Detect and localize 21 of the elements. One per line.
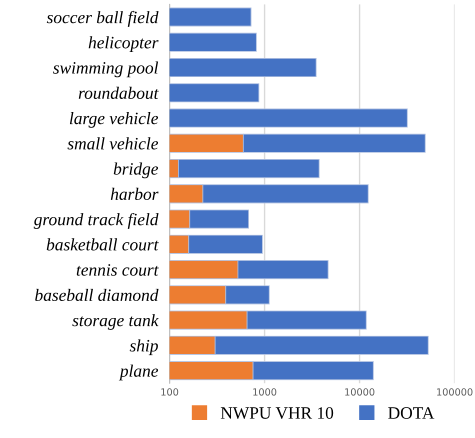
y-tick-label: ground track field bbox=[34, 212, 159, 229]
x-tick-label: 100 bbox=[161, 388, 178, 396]
y-tick-label: soccer ball field bbox=[46, 10, 159, 27]
y-tick-label: storage tank bbox=[72, 314, 159, 330]
legend-label: DOTA bbox=[388, 407, 434, 419]
y-tick-label: large vehicle bbox=[70, 112, 158, 128]
y-tick-label: plane bbox=[118, 364, 158, 380]
y-tick-label: basketball court bbox=[46, 238, 159, 251]
y-tick-label: roundabout bbox=[78, 86, 159, 100]
x-tick-label: 100000 bbox=[437, 388, 472, 396]
legend-label: NWPU VHR 10 bbox=[220, 407, 334, 419]
y-tick-label: tennis court bbox=[76, 264, 159, 276]
y-tick-label: small vehicle bbox=[68, 137, 158, 150]
x-tick-label: 1000 bbox=[253, 388, 276, 396]
y-tick-label: helicopter bbox=[88, 36, 159, 52]
y-tick-label: ship bbox=[130, 339, 158, 356]
y-tick-label: baseball diamond bbox=[35, 288, 159, 302]
y-tick-label: harbor bbox=[110, 188, 159, 200]
y-tick-label: bridge bbox=[114, 162, 158, 178]
y-tick-label: swimming pool bbox=[53, 62, 158, 78]
x-tick-label: 10000 bbox=[345, 388, 374, 396]
